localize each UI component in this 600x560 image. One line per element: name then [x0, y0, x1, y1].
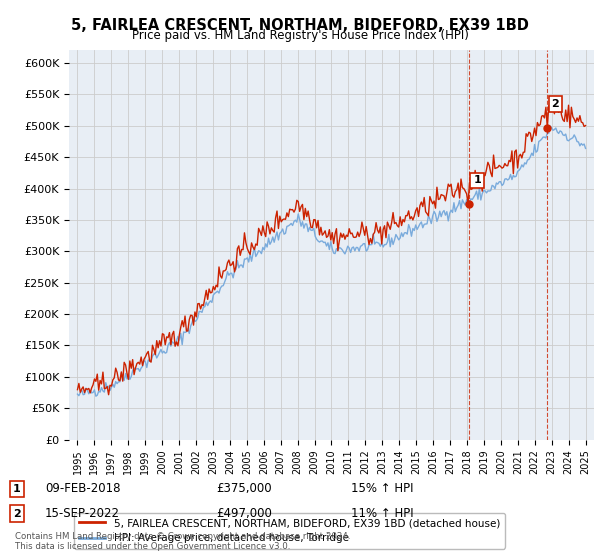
Text: 1: 1 — [473, 175, 481, 185]
Text: Price paid vs. HM Land Registry's House Price Index (HPI): Price paid vs. HM Land Registry's House … — [131, 29, 469, 42]
Text: 09-FEB-2018: 09-FEB-2018 — [45, 482, 121, 496]
Text: 2: 2 — [551, 99, 559, 109]
Text: 5, FAIRLEA CRESCENT, NORTHAM, BIDEFORD, EX39 1BD: 5, FAIRLEA CRESCENT, NORTHAM, BIDEFORD, … — [71, 18, 529, 33]
Text: Contains HM Land Registry data © Crown copyright and database right 2024.
This d: Contains HM Land Registry data © Crown c… — [15, 531, 350, 551]
Text: £497,000: £497,000 — [216, 507, 272, 520]
Text: £375,000: £375,000 — [216, 482, 272, 496]
Text: 15-SEP-2022: 15-SEP-2022 — [45, 507, 120, 520]
Text: 11% ↑ HPI: 11% ↑ HPI — [351, 507, 413, 520]
Text: 1: 1 — [13, 484, 20, 494]
Text: 15% ↑ HPI: 15% ↑ HPI — [351, 482, 413, 496]
Legend: 5, FAIRLEA CRESCENT, NORTHAM, BIDEFORD, EX39 1BD (detached house), HPI: Average : 5, FAIRLEA CRESCENT, NORTHAM, BIDEFORD, … — [74, 513, 505, 549]
Text: 2: 2 — [13, 508, 20, 519]
